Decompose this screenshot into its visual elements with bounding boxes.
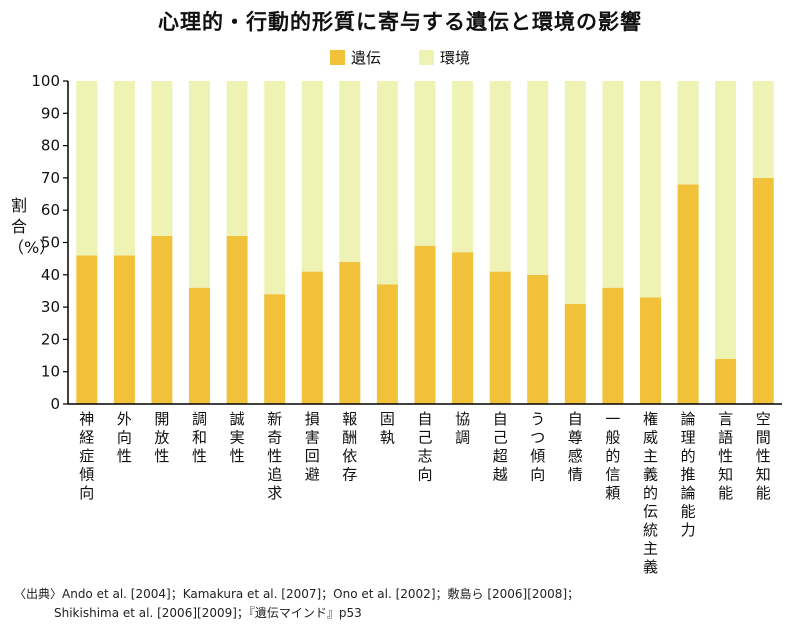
y-tick-label: 50 xyxy=(41,234,60,252)
source-line-2: Shikishima et al. [2006][2009]；『遺伝マインド』p… xyxy=(54,606,362,620)
x-tick-label: 権威主義的伝統主義 xyxy=(643,410,658,576)
bar-environment xyxy=(677,81,699,185)
bar-environment xyxy=(226,81,248,236)
bar-genetic xyxy=(76,255,98,404)
bar-environment xyxy=(752,81,774,178)
x-tick-label: 論理的推論能力 xyxy=(681,410,696,539)
bar-genetic xyxy=(452,252,474,404)
source-note: 〈出典〉Ando et al. [2004]；Kamakura et al. [… xyxy=(14,585,579,623)
bar-genetic xyxy=(414,245,436,404)
y-tick-label: 60 xyxy=(41,201,60,219)
bar-genetic xyxy=(301,271,323,404)
bar-genetic xyxy=(151,236,173,404)
bar-genetic xyxy=(376,284,398,404)
bar-genetic xyxy=(264,294,286,404)
bar-genetic xyxy=(640,297,661,404)
legend-label-environment: 環境 xyxy=(440,49,471,67)
x-tick-label: 神経症傾向 xyxy=(79,410,94,502)
y-tick-label: 80 xyxy=(41,137,60,155)
bar-genetic xyxy=(564,303,586,404)
bar-genetic xyxy=(527,274,549,404)
legend: 遺伝 環境 xyxy=(0,47,800,68)
bar-environment xyxy=(339,81,361,262)
bar-genetic xyxy=(189,287,210,404)
bar-genetic xyxy=(752,177,774,404)
bar-environment xyxy=(640,81,661,298)
legend-item-environment: 環境 xyxy=(419,47,470,68)
x-tick-label: 一般的信頼 xyxy=(605,410,620,502)
bar-environment xyxy=(452,81,474,253)
legend-swatch-environment xyxy=(419,50,434,65)
legend-label-genetic: 遺伝 xyxy=(350,49,381,67)
x-tick-label: 自己志向 xyxy=(417,410,432,484)
y-tick-label: 0 xyxy=(50,395,60,413)
x-tick-label: 調和性 xyxy=(192,410,207,465)
y-tick-label: 90 xyxy=(41,104,60,122)
x-tick-label: 固執 xyxy=(380,410,395,447)
y-tick-label: 100 xyxy=(31,72,60,90)
bar-genetic xyxy=(226,236,248,404)
x-tick-label: 外向性 xyxy=(117,410,132,465)
bar-environment xyxy=(76,81,98,256)
bar-genetic xyxy=(339,261,361,404)
chart-title: 心理的・行動的形質に寄与する遺伝と環境の影響 xyxy=(158,10,642,34)
bar-environment xyxy=(189,81,210,288)
x-tick-label: 損害回避 xyxy=(305,410,320,484)
bar-environment xyxy=(376,81,398,285)
bar-genetic xyxy=(602,287,624,404)
bar-environment xyxy=(414,81,436,246)
bar-genetic xyxy=(677,184,699,404)
x-tick-label: 誠実性 xyxy=(230,410,245,465)
y-axis-label-char: 割 xyxy=(10,196,27,215)
y-tick-label: 10 xyxy=(41,363,60,381)
x-tick-label: 自尊感情 xyxy=(568,410,583,484)
bar-environment xyxy=(527,81,549,275)
y-tick-label: 40 xyxy=(41,266,60,284)
legend-item-genetic: 遺伝 xyxy=(329,47,381,68)
bar-environment xyxy=(151,81,173,236)
x-tick-label: 空間性知能 xyxy=(756,410,771,502)
source-line-1: 〈出典〉Ando et al. [2004]；Kamakura et al. [… xyxy=(14,587,580,601)
y-axis-label-char: 合 xyxy=(10,217,27,236)
bar-environment xyxy=(602,81,624,288)
x-tick-label: 報酬依存 xyxy=(342,410,357,484)
bar-environment xyxy=(489,81,511,272)
y-tick-label: 30 xyxy=(41,298,60,316)
bar-environment xyxy=(301,81,323,272)
x-tick-label: 自己超越 xyxy=(493,410,508,484)
bar-environment xyxy=(113,81,135,256)
bar-genetic xyxy=(715,358,737,404)
bar-environment xyxy=(715,81,737,359)
x-tick-label: 開放性 xyxy=(154,410,169,465)
bar-environment xyxy=(564,81,586,304)
chart-area: 神経症傾向 外向性 開放性 調和性 誠実性 新奇性追求 損害回避 報酬依存 固執 自己志向 協調自己… xyxy=(31,72,782,576)
x-tick-label: うつ傾向 xyxy=(530,410,545,484)
bar-genetic xyxy=(113,255,135,404)
bar-environment xyxy=(264,81,286,295)
y-tick-label: 20 xyxy=(41,330,60,348)
legend-swatch-genetic xyxy=(329,50,345,65)
x-tick-label: 新奇性追求 xyxy=(267,410,282,502)
x-tick-label: 協調 xyxy=(455,410,470,447)
bar-genetic xyxy=(489,271,511,404)
x-tick-label: 言語性知能 xyxy=(718,410,733,502)
y-tick-label: 70 xyxy=(41,169,60,187)
